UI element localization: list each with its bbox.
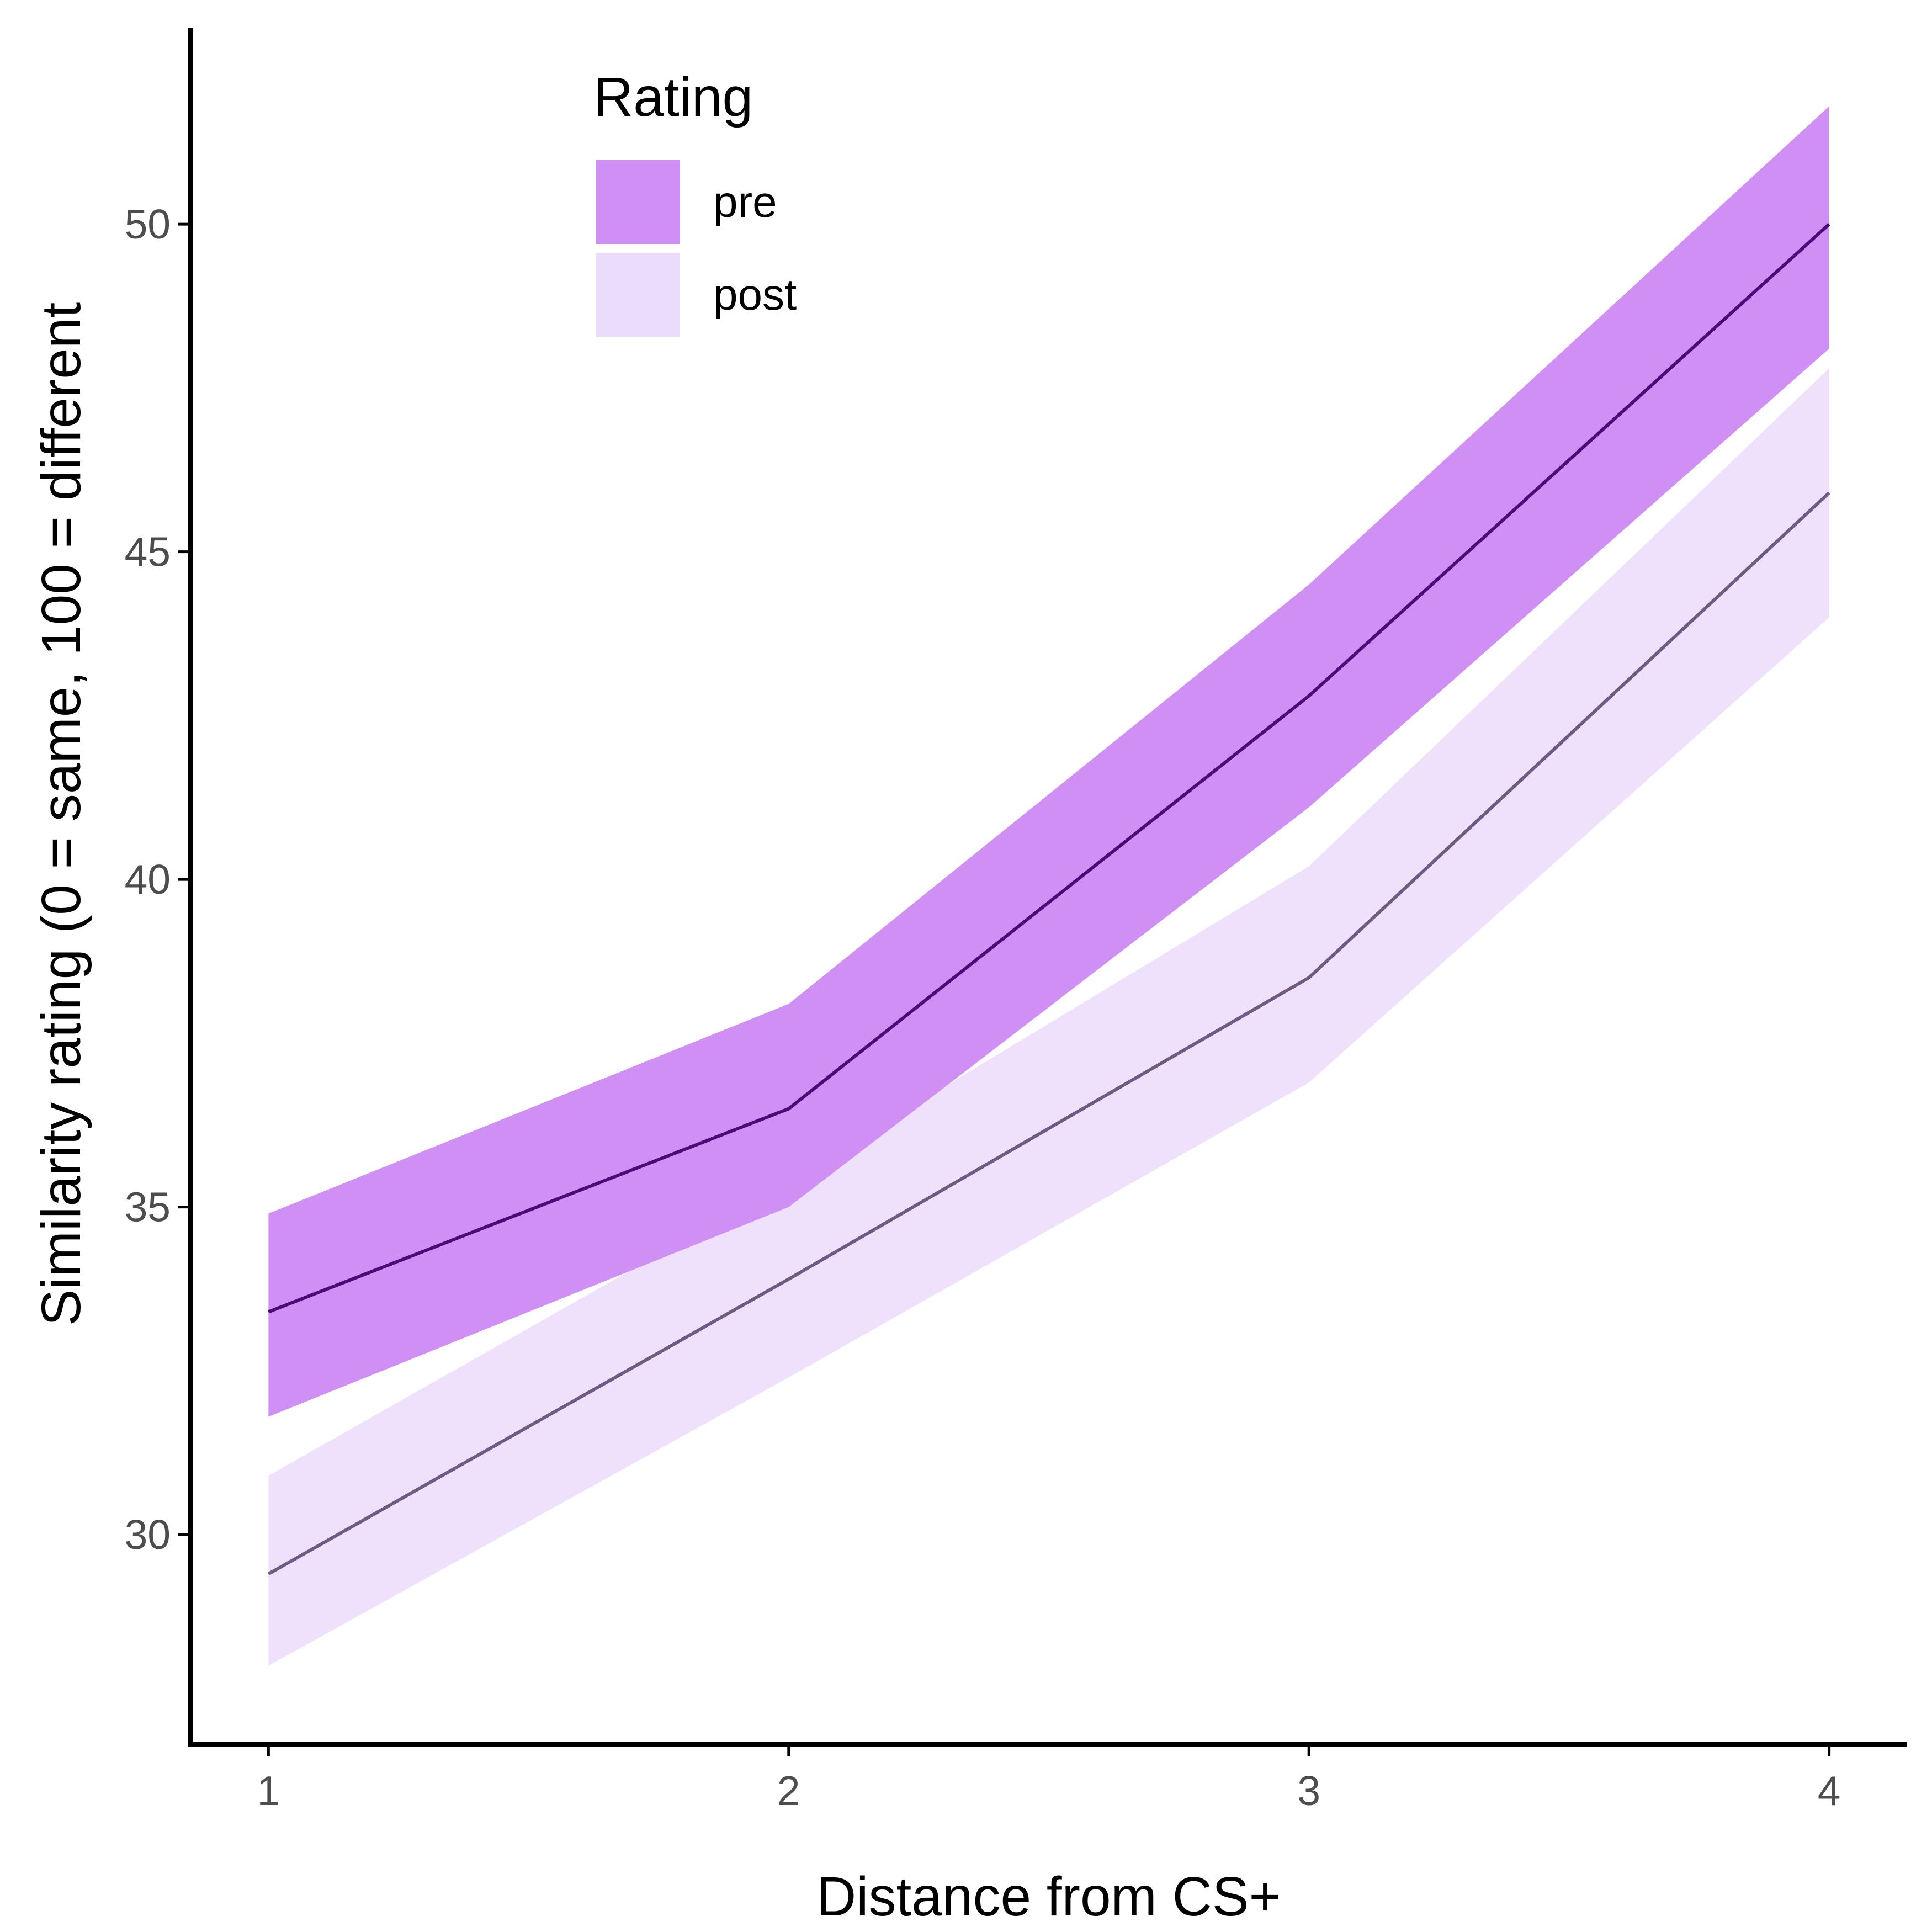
y-tick-label-45: 45	[125, 529, 171, 575]
x-tick-label-4: 4	[1818, 1768, 1841, 1814]
x-axis-title: Distance from CS+	[816, 1866, 1281, 1928]
y-tick-label-35: 35	[125, 1184, 171, 1230]
legend-label-post: post	[713, 270, 797, 319]
axes	[188, 28, 1907, 1747]
y-tick-label-50: 50	[125, 201, 171, 247]
line-pre	[268, 222, 1830, 1314]
x-tick-label-2: 2	[777, 1768, 800, 1814]
legend-label-pre: pre	[713, 177, 777, 226]
y-tick-label-30: 30	[125, 1511, 171, 1558]
legend-key-post	[596, 253, 680, 337]
series-lines	[267, 222, 1830, 1575]
ribbon-post	[268, 368, 1829, 1666]
y-tick-label-40: 40	[125, 856, 171, 903]
x-tick-label-3: 3	[1297, 1768, 1320, 1814]
x-tick-label-1: 1	[257, 1768, 280, 1814]
y-axis-title: Similarity rating (0 = same, 100 = diffe…	[30, 302, 92, 1326]
legend-key-pre	[596, 160, 680, 244]
confidence-ribbons	[268, 106, 1829, 1666]
legend: Rating pre post	[593, 66, 797, 337]
legend-title: Rating	[593, 66, 753, 128]
x-axis-ticks: 1 2 3 4	[257, 1744, 1841, 1814]
ribbon-pre	[268, 106, 1829, 1417]
line-post	[267, 491, 1830, 1575]
y-axis-ticks: 30 35 40 45 50	[125, 201, 190, 1558]
